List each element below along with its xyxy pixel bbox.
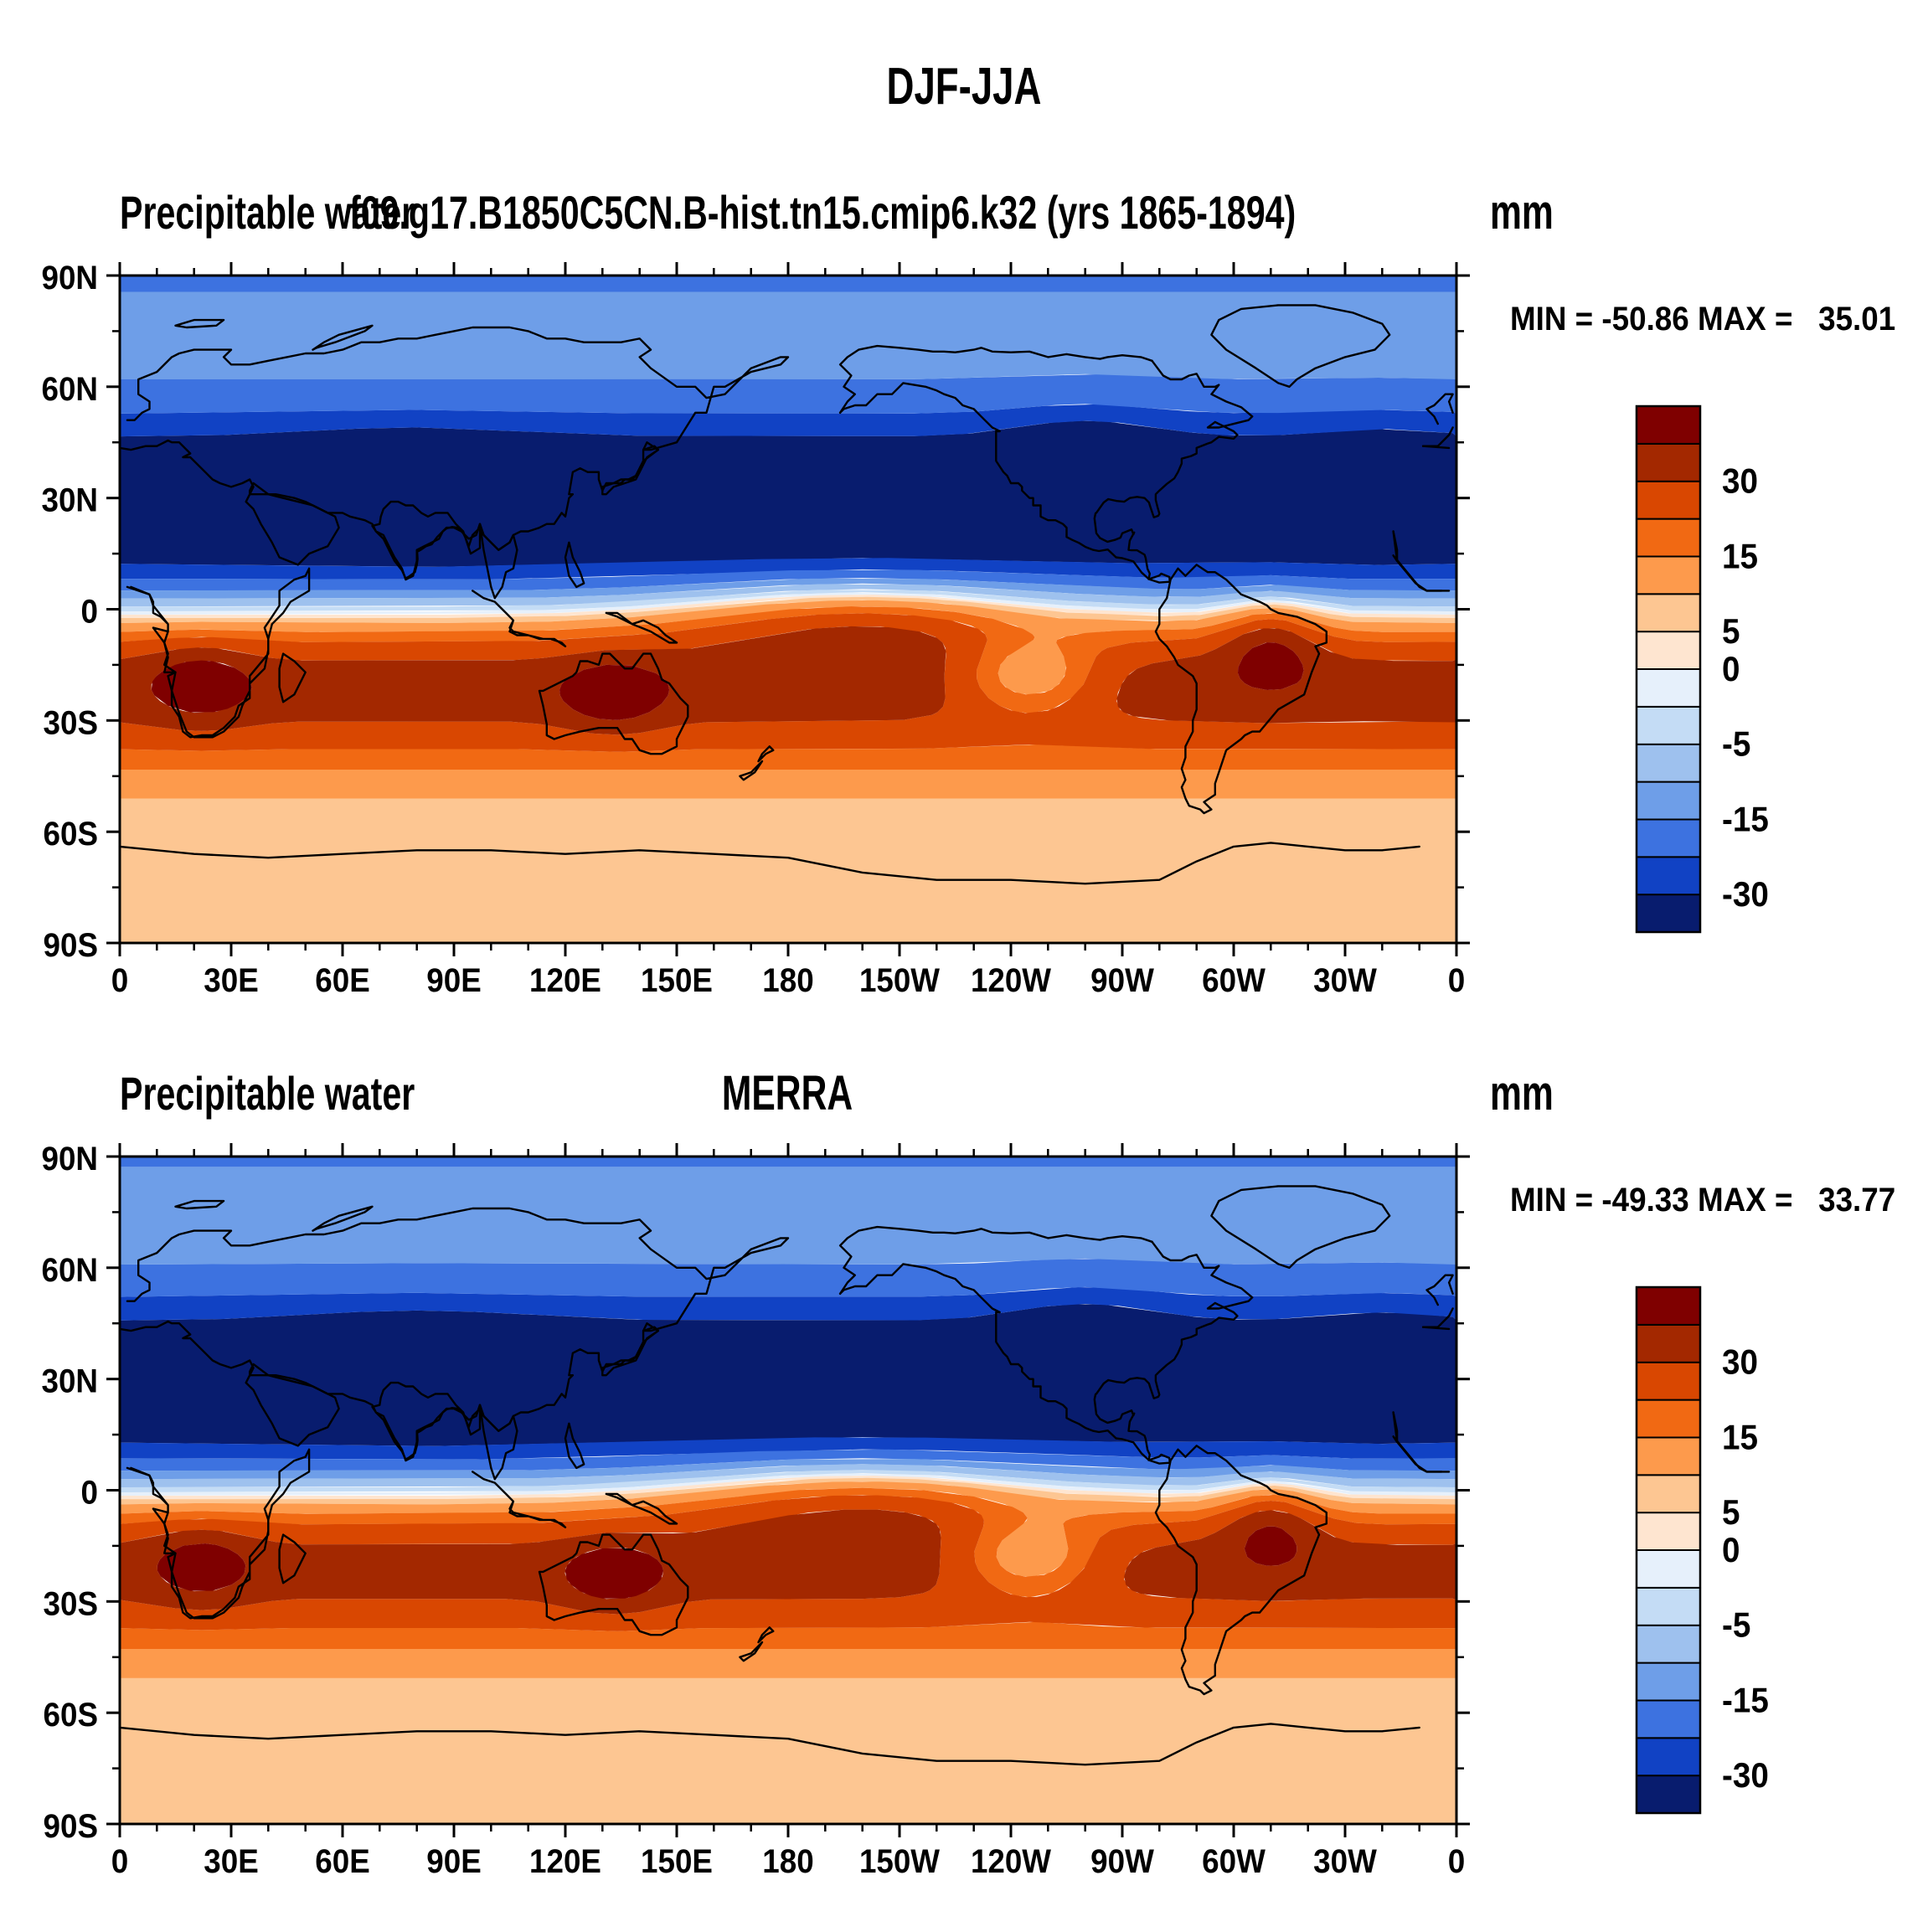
svg-text:0: 0 [81,1475,99,1512]
svg-text:-15: -15 [1722,799,1769,838]
svg-text:15: 15 [1722,536,1758,575]
svg-text:5: 5 [1722,1492,1740,1532]
svg-text:60W: 60W [1202,962,1266,999]
svg-text:60S: 60S [44,1697,99,1734]
svg-text:120W: 120W [971,1843,1051,1880]
svg-text:-15: -15 [1722,1680,1769,1719]
svg-text:90S: 90S [44,1808,99,1845]
svg-text:60S: 60S [44,816,99,853]
svg-text:30E: 30E [204,962,259,999]
svg-text:30E: 30E [204,1843,259,1880]
svg-text:30N: 30N [42,1363,99,1400]
svg-text:mm: mm [1490,185,1554,240]
svg-text:90W: 90W [1090,1843,1154,1880]
svg-text:-5: -5 [1722,1605,1750,1645]
svg-text:120W: 120W [971,962,1051,999]
svg-text:15: 15 [1722,1417,1758,1456]
svg-text:30N: 30N [42,482,99,519]
svg-text:90E: 90E [426,1843,482,1880]
svg-text:mm: mm [1490,1066,1554,1121]
svg-text:150E: 150E [641,1843,713,1880]
svg-text:150W: 150W [859,962,940,999]
svg-text:150W: 150W [859,1843,940,1880]
svg-text:30: 30 [1722,461,1758,501]
svg-text:60N: 60N [42,1252,99,1289]
svg-text:MIN = -49.33 MAX = 33.77: MIN = -49.33 MAX = 33.77 [1510,1182,1895,1218]
svg-text:60E: 60E [315,962,370,999]
svg-text:150E: 150E [641,962,713,999]
svg-text:-30: -30 [1722,1755,1769,1795]
svg-text:0: 0 [1448,962,1466,999]
svg-text:-30: -30 [1722,874,1769,914]
svg-text:0: 0 [81,594,99,631]
svg-text:90S: 90S [44,927,99,964]
svg-text:0: 0 [111,1843,129,1880]
svg-text:120E: 120E [529,1843,601,1880]
svg-text:60W: 60W [1202,1843,1266,1880]
svg-text:0: 0 [1448,1843,1466,1880]
svg-text:30S: 30S [44,1585,99,1622]
svg-text:0: 0 [111,962,129,999]
svg-text:30: 30 [1722,1342,1758,1382]
svg-text:90N: 90N [42,1141,99,1177]
svg-text:0: 0 [1722,1530,1740,1569]
svg-text:90E: 90E [426,962,482,999]
svg-text:30W: 30W [1313,1843,1377,1880]
svg-text:180: 180 [762,962,813,999]
svg-text:MIN = -50.86 MAX = 35.01: MIN = -50.86 MAX = 35.01 [1510,301,1895,337]
svg-text:60N: 60N [42,371,99,408]
svg-text:5: 5 [1722,611,1740,651]
svg-text:30S: 30S [44,704,99,741]
svg-text:90W: 90W [1090,962,1154,999]
svg-text:DJF-JJA: DJF-JJA [887,58,1042,116]
svg-text:30W: 30W [1313,962,1377,999]
svg-text:0: 0 [1722,649,1740,688]
svg-text:f09.g17.B1850C5CN.B-hist.tn15.: f09.g17.B1850C5CN.B-hist.tn15.cmip6.k32 … [349,186,1296,239]
svg-text:MERRA: MERRA [722,1066,853,1121]
svg-text:Precipitable water: Precipitable water [120,1067,415,1120]
svg-text:120E: 120E [529,962,601,999]
svg-text:90N: 90N [42,260,99,296]
svg-text:180: 180 [762,1843,813,1880]
svg-text:60E: 60E [315,1843,370,1880]
svg-text:-5: -5 [1722,724,1750,764]
